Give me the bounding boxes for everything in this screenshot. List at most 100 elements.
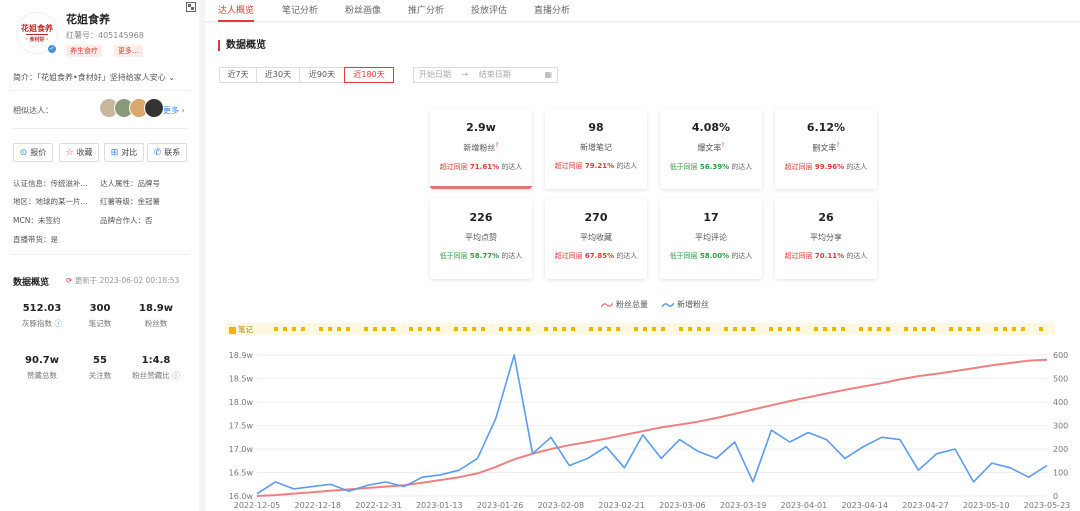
note-dot[interactable] bbox=[823, 327, 827, 331]
note-dot[interactable] bbox=[832, 327, 836, 331]
legend-new[interactable]: 新增粉丝 bbox=[662, 299, 709, 310]
similar-more-link[interactable]: 更多 › bbox=[163, 106, 185, 115]
date-end[interactable]: 结束日期 bbox=[478, 70, 511, 79]
quote-button[interactable]: ⊙ 报价 bbox=[13, 143, 53, 162]
note-dot[interactable] bbox=[967, 327, 971, 331]
note-dot[interactable] bbox=[283, 327, 287, 331]
metric-card-hit-rate[interactable]: 4.08% 爆文率? 低于同层 56.39% 的达人 bbox=[660, 109, 762, 189]
note-dot[interactable] bbox=[679, 327, 683, 331]
note-dot[interactable] bbox=[733, 327, 737, 331]
note-dot[interactable] bbox=[868, 327, 872, 331]
note-dot[interactable] bbox=[616, 327, 620, 331]
note-dot[interactable] bbox=[958, 327, 962, 331]
note-dot[interactable] bbox=[1003, 327, 1007, 331]
note-dot[interactable] bbox=[913, 327, 917, 331]
help-icon[interactable]: ⓘ bbox=[172, 371, 180, 380]
range-90d[interactable]: 近90天 bbox=[299, 67, 345, 83]
note-dot[interactable] bbox=[706, 327, 710, 331]
note-dot[interactable] bbox=[994, 327, 998, 331]
note-dot[interactable] bbox=[571, 327, 575, 331]
refresh-icon[interactable]: ⟳ bbox=[66, 276, 73, 285]
note-dot[interactable] bbox=[436, 327, 440, 331]
tab-fans[interactable]: 粉丝画像 bbox=[345, 6, 382, 16]
favorite-button[interactable]: ☆ 收藏 bbox=[59, 143, 99, 162]
calendar-icon[interactable]: ▦ bbox=[544, 70, 552, 79]
note-dot[interactable] bbox=[526, 327, 530, 331]
tab-promotion[interactable]: 推广分析 bbox=[408, 6, 445, 16]
note-dot[interactable] bbox=[814, 327, 818, 331]
compare-button[interactable]: ⊞ 对比 bbox=[104, 143, 144, 162]
metric-card-new-notes[interactable]: 98 新增笔记 超过同层 79.21% 的达人 bbox=[545, 109, 647, 189]
note-dot[interactable] bbox=[1021, 327, 1025, 331]
note-dot[interactable] bbox=[544, 327, 548, 331]
note-dot[interactable] bbox=[976, 327, 980, 331]
note-dot[interactable] bbox=[859, 327, 863, 331]
note-dot[interactable] bbox=[688, 327, 692, 331]
tab-overview[interactable]: 达人概览 bbox=[218, 0, 255, 22]
metric-card-avg-shares[interactable]: 26 平均分享 超过同层 70.11% 的达人 bbox=[775, 199, 877, 279]
note-dot[interactable] bbox=[751, 327, 755, 331]
note-dot[interactable] bbox=[841, 327, 845, 331]
note-dot[interactable] bbox=[481, 327, 485, 331]
note-dot[interactable] bbox=[886, 327, 890, 331]
note-dot[interactable] bbox=[796, 327, 800, 331]
note-dot[interactable] bbox=[778, 327, 782, 331]
tab-live[interactable]: 直播分析 bbox=[534, 6, 571, 16]
help-icon[interactable]: ? bbox=[721, 142, 725, 149]
note-dot[interactable] bbox=[634, 327, 638, 331]
note-dot[interactable] bbox=[877, 327, 881, 331]
refresh-info[interactable]: ⟳ 更新于 2023-06-02 00:18:53 bbox=[66, 275, 179, 286]
note-dot[interactable] bbox=[922, 327, 926, 331]
note-dot[interactable] bbox=[1012, 327, 1016, 331]
date-start[interactable]: 开始日期 bbox=[419, 70, 451, 79]
note-dot[interactable] bbox=[553, 327, 557, 331]
note-dot[interactable] bbox=[643, 327, 647, 331]
note-dot[interactable] bbox=[598, 327, 602, 331]
qrcode-icon[interactable] bbox=[186, 2, 196, 12]
metric-card-avg-collects[interactable]: 270 平均收藏 超过同层 67.85% 的达人 bbox=[545, 199, 647, 279]
note-dot[interactable] bbox=[427, 327, 431, 331]
note-dot[interactable] bbox=[562, 327, 566, 331]
note-dot[interactable] bbox=[319, 327, 323, 331]
range-30d[interactable]: 近30天 bbox=[256, 67, 300, 83]
note-dot[interactable] bbox=[661, 327, 665, 331]
date-range-picker[interactable]: 开始日期 → 结束日期 ▦ bbox=[413, 67, 558, 83]
note-dot[interactable] bbox=[904, 327, 908, 331]
note-dot[interactable] bbox=[787, 327, 791, 331]
help-icon[interactable]: ⓘ bbox=[54, 319, 62, 328]
note-dot[interactable] bbox=[652, 327, 656, 331]
help-icon[interactable]: ? bbox=[495, 142, 499, 149]
note-dot[interactable] bbox=[499, 327, 503, 331]
chevron-down-icon[interactable]: ⌄ bbox=[168, 73, 175, 82]
contact-button[interactable]: ✆ 联系 bbox=[147, 143, 187, 162]
note-dot[interactable] bbox=[346, 327, 350, 331]
range-7d[interactable]: 近7天 bbox=[219, 67, 257, 83]
note-dot[interactable] bbox=[949, 327, 953, 331]
tab-notes[interactable]: 笔记分析 bbox=[282, 6, 319, 16]
note-dot[interactable] bbox=[742, 327, 746, 331]
note-dot[interactable] bbox=[391, 327, 395, 331]
tab-evaluation[interactable]: 投放评估 bbox=[471, 6, 508, 16]
note-dot[interactable] bbox=[463, 327, 467, 331]
note-dot[interactable] bbox=[337, 327, 341, 331]
range-180d[interactable]: 近180天 bbox=[344, 67, 394, 83]
note-dot[interactable] bbox=[697, 327, 701, 331]
note-dot[interactable] bbox=[724, 327, 728, 331]
note-dot[interactable] bbox=[1039, 327, 1043, 331]
note-dot[interactable] bbox=[364, 327, 368, 331]
note-dot[interactable] bbox=[328, 327, 332, 331]
note-dot[interactable] bbox=[769, 327, 773, 331]
note-dot[interactable] bbox=[382, 327, 386, 331]
note-dot[interactable] bbox=[373, 327, 377, 331]
legend-total[interactable]: 粉丝总量 bbox=[601, 299, 648, 310]
note-dot[interactable] bbox=[409, 327, 413, 331]
metric-card-delete-rate[interactable]: 6.12% 删文率? 超过同层 99.96% 的达人 bbox=[775, 109, 877, 189]
note-dot[interactable] bbox=[517, 327, 521, 331]
profile-intro[interactable]: 简介：「花姐食养•食材好」坚持给家人安心 ⌄ bbox=[13, 72, 193, 83]
note-dot[interactable] bbox=[301, 327, 305, 331]
metric-card-avg-likes[interactable]: 226 平均点赞 低于同层 58.77% 的达人 bbox=[430, 199, 532, 279]
metric-card-avg-comments[interactable]: 17 平均评论 低于同层 58.00% 的达人 bbox=[660, 199, 762, 279]
note-dot[interactable] bbox=[589, 327, 593, 331]
help-icon[interactable]: ? bbox=[836, 142, 840, 149]
similar-avatar[interactable] bbox=[144, 98, 164, 118]
